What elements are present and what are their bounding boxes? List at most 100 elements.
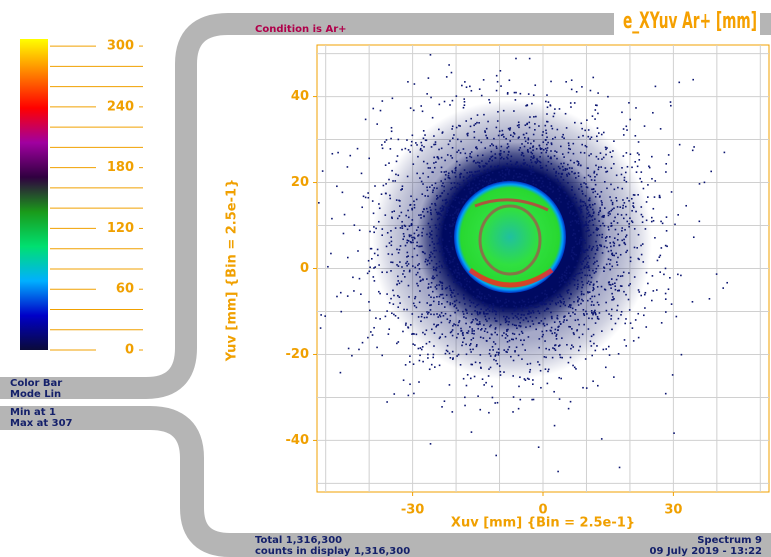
dot [563, 137, 565, 140]
dot [416, 282, 418, 285]
dot [518, 172, 521, 175]
dot [446, 300, 449, 303]
dot [445, 248, 448, 250]
dot [545, 173, 548, 176]
dot [596, 247, 599, 249]
dot [550, 150, 552, 152]
dot [585, 183, 587, 185]
dot [459, 174, 461, 176]
dot [313, 248, 315, 250]
dot [634, 135, 637, 137]
dot [520, 154, 523, 156]
dot [439, 280, 441, 283]
dot [665, 230, 668, 232]
dot [454, 199, 457, 201]
dot [496, 120, 499, 122]
dot [431, 252, 434, 255]
dot [625, 345, 628, 347]
dot [568, 200, 570, 203]
dot [588, 220, 591, 222]
dot [466, 332, 468, 334]
dot [645, 219, 648, 222]
dot [449, 356, 452, 359]
dot [408, 361, 411, 363]
dot [416, 271, 419, 274]
dot [353, 224, 356, 226]
dot [435, 226, 437, 229]
dot [570, 304, 572, 306]
dot [498, 365, 501, 367]
dot [582, 249, 585, 252]
dot [470, 187, 473, 190]
dot [502, 165, 505, 168]
dot [438, 260, 441, 263]
dot [541, 166, 544, 169]
dot [617, 233, 620, 236]
dot [531, 152, 534, 155]
dot [622, 155, 625, 157]
dot [331, 217, 333, 220]
dot [490, 150, 493, 153]
dot [542, 131, 544, 133]
dot [577, 161, 580, 163]
dot [606, 236, 608, 238]
dot [584, 242, 587, 244]
dot [361, 341, 364, 344]
dot [479, 297, 482, 300]
dot [559, 167, 561, 170]
dot [607, 95, 609, 98]
dot [476, 310, 479, 313]
dot [587, 265, 590, 267]
dot [588, 197, 591, 200]
dot [430, 146, 433, 148]
dot [577, 136, 580, 139]
dot [456, 272, 459, 274]
dot [537, 361, 539, 363]
dot [441, 282, 444, 285]
dot [541, 301, 543, 304]
dot [474, 184, 477, 187]
dot [429, 309, 432, 311]
dot [458, 164, 461, 166]
dot [508, 173, 510, 176]
dot [444, 174, 447, 176]
dot [593, 342, 595, 345]
dot [467, 132, 469, 135]
dot [544, 147, 547, 150]
dot [572, 311, 574, 314]
dot [535, 300, 537, 302]
dot [572, 229, 575, 231]
dot [542, 322, 545, 325]
dot [571, 328, 573, 330]
dot [487, 294, 490, 296]
dot [426, 302, 429, 304]
dot [369, 266, 371, 269]
dot [486, 320, 488, 322]
dot [551, 288, 553, 290]
dot [546, 382, 549, 385]
dot [386, 231, 389, 234]
dot [612, 241, 615, 244]
dot [627, 298, 630, 301]
dot [447, 193, 449, 195]
dot [531, 171, 534, 174]
dot [562, 303, 565, 305]
dot [607, 214, 610, 217]
dot [645, 326, 648, 328]
dot [586, 249, 589, 252]
dot [526, 122, 529, 125]
dot [496, 80, 499, 83]
dot [617, 353, 620, 355]
dot [636, 247, 639, 249]
dot [600, 438, 603, 440]
dot [623, 179, 626, 182]
dot [543, 356, 546, 358]
dot [581, 280, 583, 283]
dot [438, 364, 441, 367]
dot [440, 166, 443, 169]
dot [469, 342, 472, 345]
dot [375, 317, 377, 319]
dot [452, 223, 454, 225]
dot [518, 149, 521, 151]
dot [411, 219, 414, 221]
